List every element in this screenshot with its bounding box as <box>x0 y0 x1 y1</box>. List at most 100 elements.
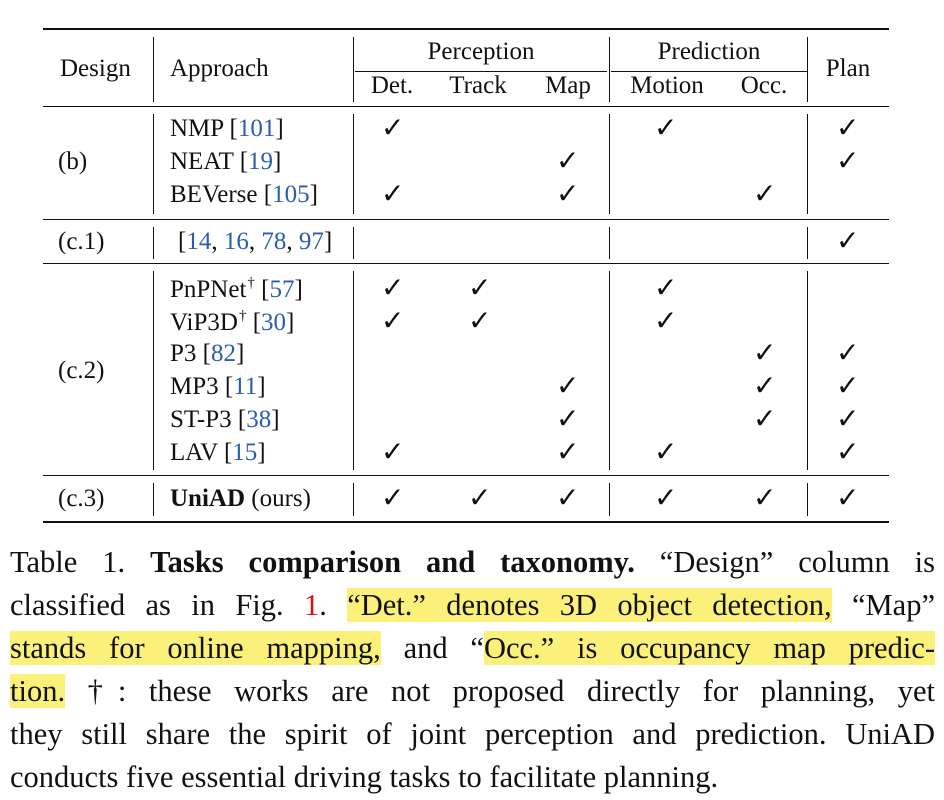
method-name: NMP <box>170 115 224 142</box>
header-approach: Approach <box>170 55 269 82</box>
check-mark: ✓ <box>836 402 860 435</box>
method-suffix: (ours) <box>251 485 311 512</box>
check-mark: ✓ <box>468 304 492 337</box>
vrule <box>353 483 354 516</box>
highlight: Occ.” is occupancy map predic- <box>483 631 935 665</box>
citation-link[interactable]: 57 <box>269 276 295 303</box>
citation-link[interactable]: 30 <box>261 309 287 336</box>
citation-link[interactable]: 105 <box>272 181 310 208</box>
method-name: LAV <box>170 439 218 466</box>
citation-link[interactable]: 82 <box>210 340 236 367</box>
caption-line-1: Table 1. Tasks comparison and taxonomy. … <box>10 541 935 584</box>
vrule <box>609 37 610 102</box>
vrule <box>609 227 610 259</box>
check-mark: ✓ <box>556 402 580 435</box>
perception-underline <box>355 71 607 72</box>
citation-link[interactable]: 16 <box>223 228 249 255</box>
check-mark: ✓ <box>556 435 580 468</box>
vrule <box>609 483 610 516</box>
check-mark: ✓ <box>753 481 777 514</box>
check-mark: ✓ <box>381 111 405 144</box>
citation-link[interactable]: 15 <box>232 439 258 466</box>
method-name: BEVerse <box>170 181 258 208</box>
caption-text: and “ <box>403 631 484 665</box>
check-mark: ✓ <box>836 435 860 468</box>
check-mark: ✓ <box>836 336 860 369</box>
method-name: NEAT <box>170 148 234 175</box>
citation-link[interactable]: 11 <box>233 373 258 400</box>
vrule <box>807 37 808 102</box>
caption-text: “Map” <box>852 588 935 622</box>
header-map: Map <box>545 72 591 99</box>
approach-cell: LAV [15] <box>170 439 266 466</box>
header-occ: Occ. <box>740 72 788 99</box>
group-rule-c2 <box>43 475 889 476</box>
design-cell: (c.2) <box>58 357 105 384</box>
header-plan: Plan <box>825 55 871 82</box>
caption-text: “Design” column is <box>659 545 936 579</box>
design-cell: (c.3) <box>58 485 105 512</box>
group-rule-c1 <box>43 263 889 264</box>
caption-text: conducts five essential driving tasks to… <box>10 760 719 794</box>
top-rule <box>43 28 889 30</box>
caption-line-4: tion. †: these works are not proposed di… <box>10 670 935 713</box>
check-mark: ✓ <box>753 369 777 402</box>
citation-link[interactable]: 97 <box>298 228 324 255</box>
caption-line-6: conducts five essential driving tasks to… <box>10 756 935 799</box>
check-mark: ✓ <box>381 435 405 468</box>
approach-cell: PnPNet† [57] <box>170 275 303 303</box>
vrule <box>353 114 354 214</box>
figure-ref-link[interactable]: 1 <box>303 588 320 622</box>
citation-link[interactable]: 19 <box>248 148 274 175</box>
check-mark: ✓ <box>556 144 580 177</box>
caption-title: Tasks comparison and taxonomy. <box>150 545 635 579</box>
method-name: ST-P3 <box>170 406 232 433</box>
vrule <box>353 37 354 102</box>
header-track: Track <box>449 72 507 99</box>
check-mark: ✓ <box>836 481 860 514</box>
check-mark: ✓ <box>654 304 678 337</box>
header-motion: Motion <box>630 72 704 99</box>
check-mark: ✓ <box>468 481 492 514</box>
caption-label: Table 1. <box>10 545 126 579</box>
vrule <box>609 271 610 470</box>
citation-link[interactable]: 101 <box>237 115 276 142</box>
group-rule-b <box>43 219 889 220</box>
vrule <box>153 483 154 516</box>
check-mark: ✓ <box>836 369 860 402</box>
dagger-mark: † <box>238 308 247 324</box>
vrule <box>807 271 808 470</box>
check-mark: ✓ <box>381 481 405 514</box>
check-mark: ✓ <box>836 111 860 144</box>
header-rule <box>43 106 889 107</box>
table-caption: Table 1. Tasks comparison and taxonomy. … <box>10 541 935 799</box>
highlight: “Det.” denotes 3D object detection, <box>347 588 832 622</box>
check-mark: ✓ <box>753 177 777 210</box>
citation-link[interactable]: 38 <box>246 406 272 433</box>
vrule <box>807 227 808 259</box>
caption-text: †: these works are not proposed directly… <box>87 674 935 708</box>
caption-line-2: classified as in Fig. 1. “Det.” denotes … <box>10 584 935 627</box>
vrule <box>153 227 154 259</box>
check-mark: ✓ <box>556 481 580 514</box>
citation-link[interactable]: 78 <box>261 228 287 255</box>
design-cell: (b) <box>58 148 88 175</box>
bottom-rule <box>43 521 889 523</box>
approach-cell: MP3 [11] <box>170 373 266 400</box>
header-prediction: Prediction <box>657 38 761 65</box>
approach-cell: ST-P3 [38] <box>170 406 280 433</box>
check-mark: ✓ <box>381 271 405 304</box>
check-mark: ✓ <box>556 369 580 402</box>
citation-link[interactable]: 14 <box>186 228 212 255</box>
method-name: UniAD <box>170 485 246 512</box>
vrule <box>153 114 154 214</box>
check-mark: ✓ <box>654 271 678 304</box>
approach-cell: UniAD (ours) <box>170 486 311 511</box>
highlight: tion. <box>10 674 66 708</box>
caption-text: classified as in Fig. <box>10 588 284 622</box>
approach-cell: NEAT [19] <box>170 148 282 175</box>
check-mark: ✓ <box>381 177 405 210</box>
vrule <box>353 271 354 470</box>
header-perception: Perception <box>427 38 535 65</box>
prediction-underline <box>611 71 807 72</box>
